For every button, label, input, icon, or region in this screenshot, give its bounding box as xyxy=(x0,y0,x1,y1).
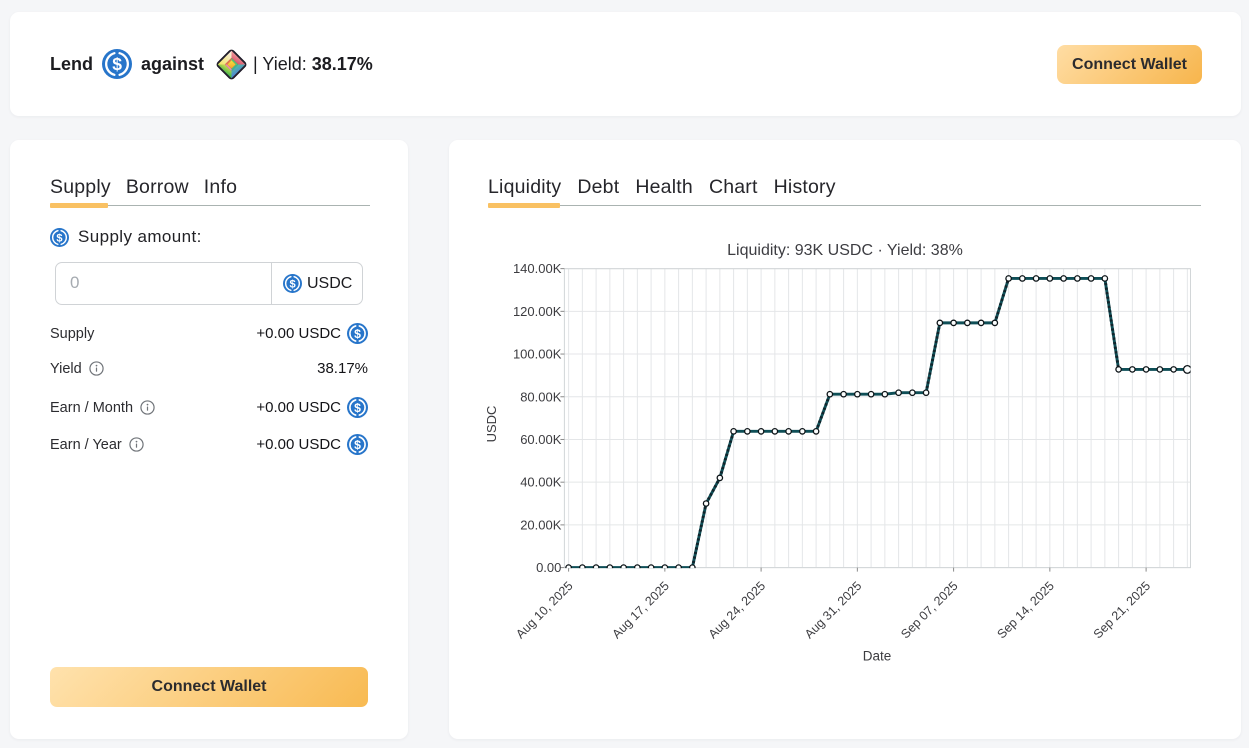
svg-text:0.00: 0.00 xyxy=(536,560,561,575)
svg-text:$: $ xyxy=(354,401,361,415)
svg-text:Sep 21, 2025: Sep 21, 2025 xyxy=(1091,579,1154,642)
svg-text:40.00K: 40.00K xyxy=(520,475,562,490)
svg-text:$: $ xyxy=(56,232,62,244)
svg-text:Aug 10, 2025: Aug 10, 2025 xyxy=(513,579,576,642)
svg-text:20.00K: 20.00K xyxy=(520,517,562,532)
svg-text:$: $ xyxy=(354,438,361,452)
svg-text:Aug 17, 2025: Aug 17, 2025 xyxy=(609,579,672,642)
svg-text:$: $ xyxy=(112,54,122,74)
svg-text:120.00K: 120.00K xyxy=(513,304,562,319)
svg-text:80.00K: 80.00K xyxy=(520,389,562,404)
svg-text:USDC: USDC xyxy=(484,406,499,443)
svg-text:Sep 07, 2025: Sep 07, 2025 xyxy=(898,579,961,642)
svg-text:Date: Date xyxy=(863,649,892,664)
svg-text:100.00K: 100.00K xyxy=(513,347,562,362)
svg-text:140.00K: 140.00K xyxy=(513,261,562,276)
svg-text:Aug 24, 2025: Aug 24, 2025 xyxy=(706,579,769,642)
svg-text:$: $ xyxy=(289,278,295,290)
svg-text:60.00K: 60.00K xyxy=(520,432,562,447)
svg-text:$: $ xyxy=(354,327,361,341)
svg-text:Sep 14, 2025: Sep 14, 2025 xyxy=(994,579,1057,642)
svg-text:Aug 31, 2025: Aug 31, 2025 xyxy=(802,579,865,642)
